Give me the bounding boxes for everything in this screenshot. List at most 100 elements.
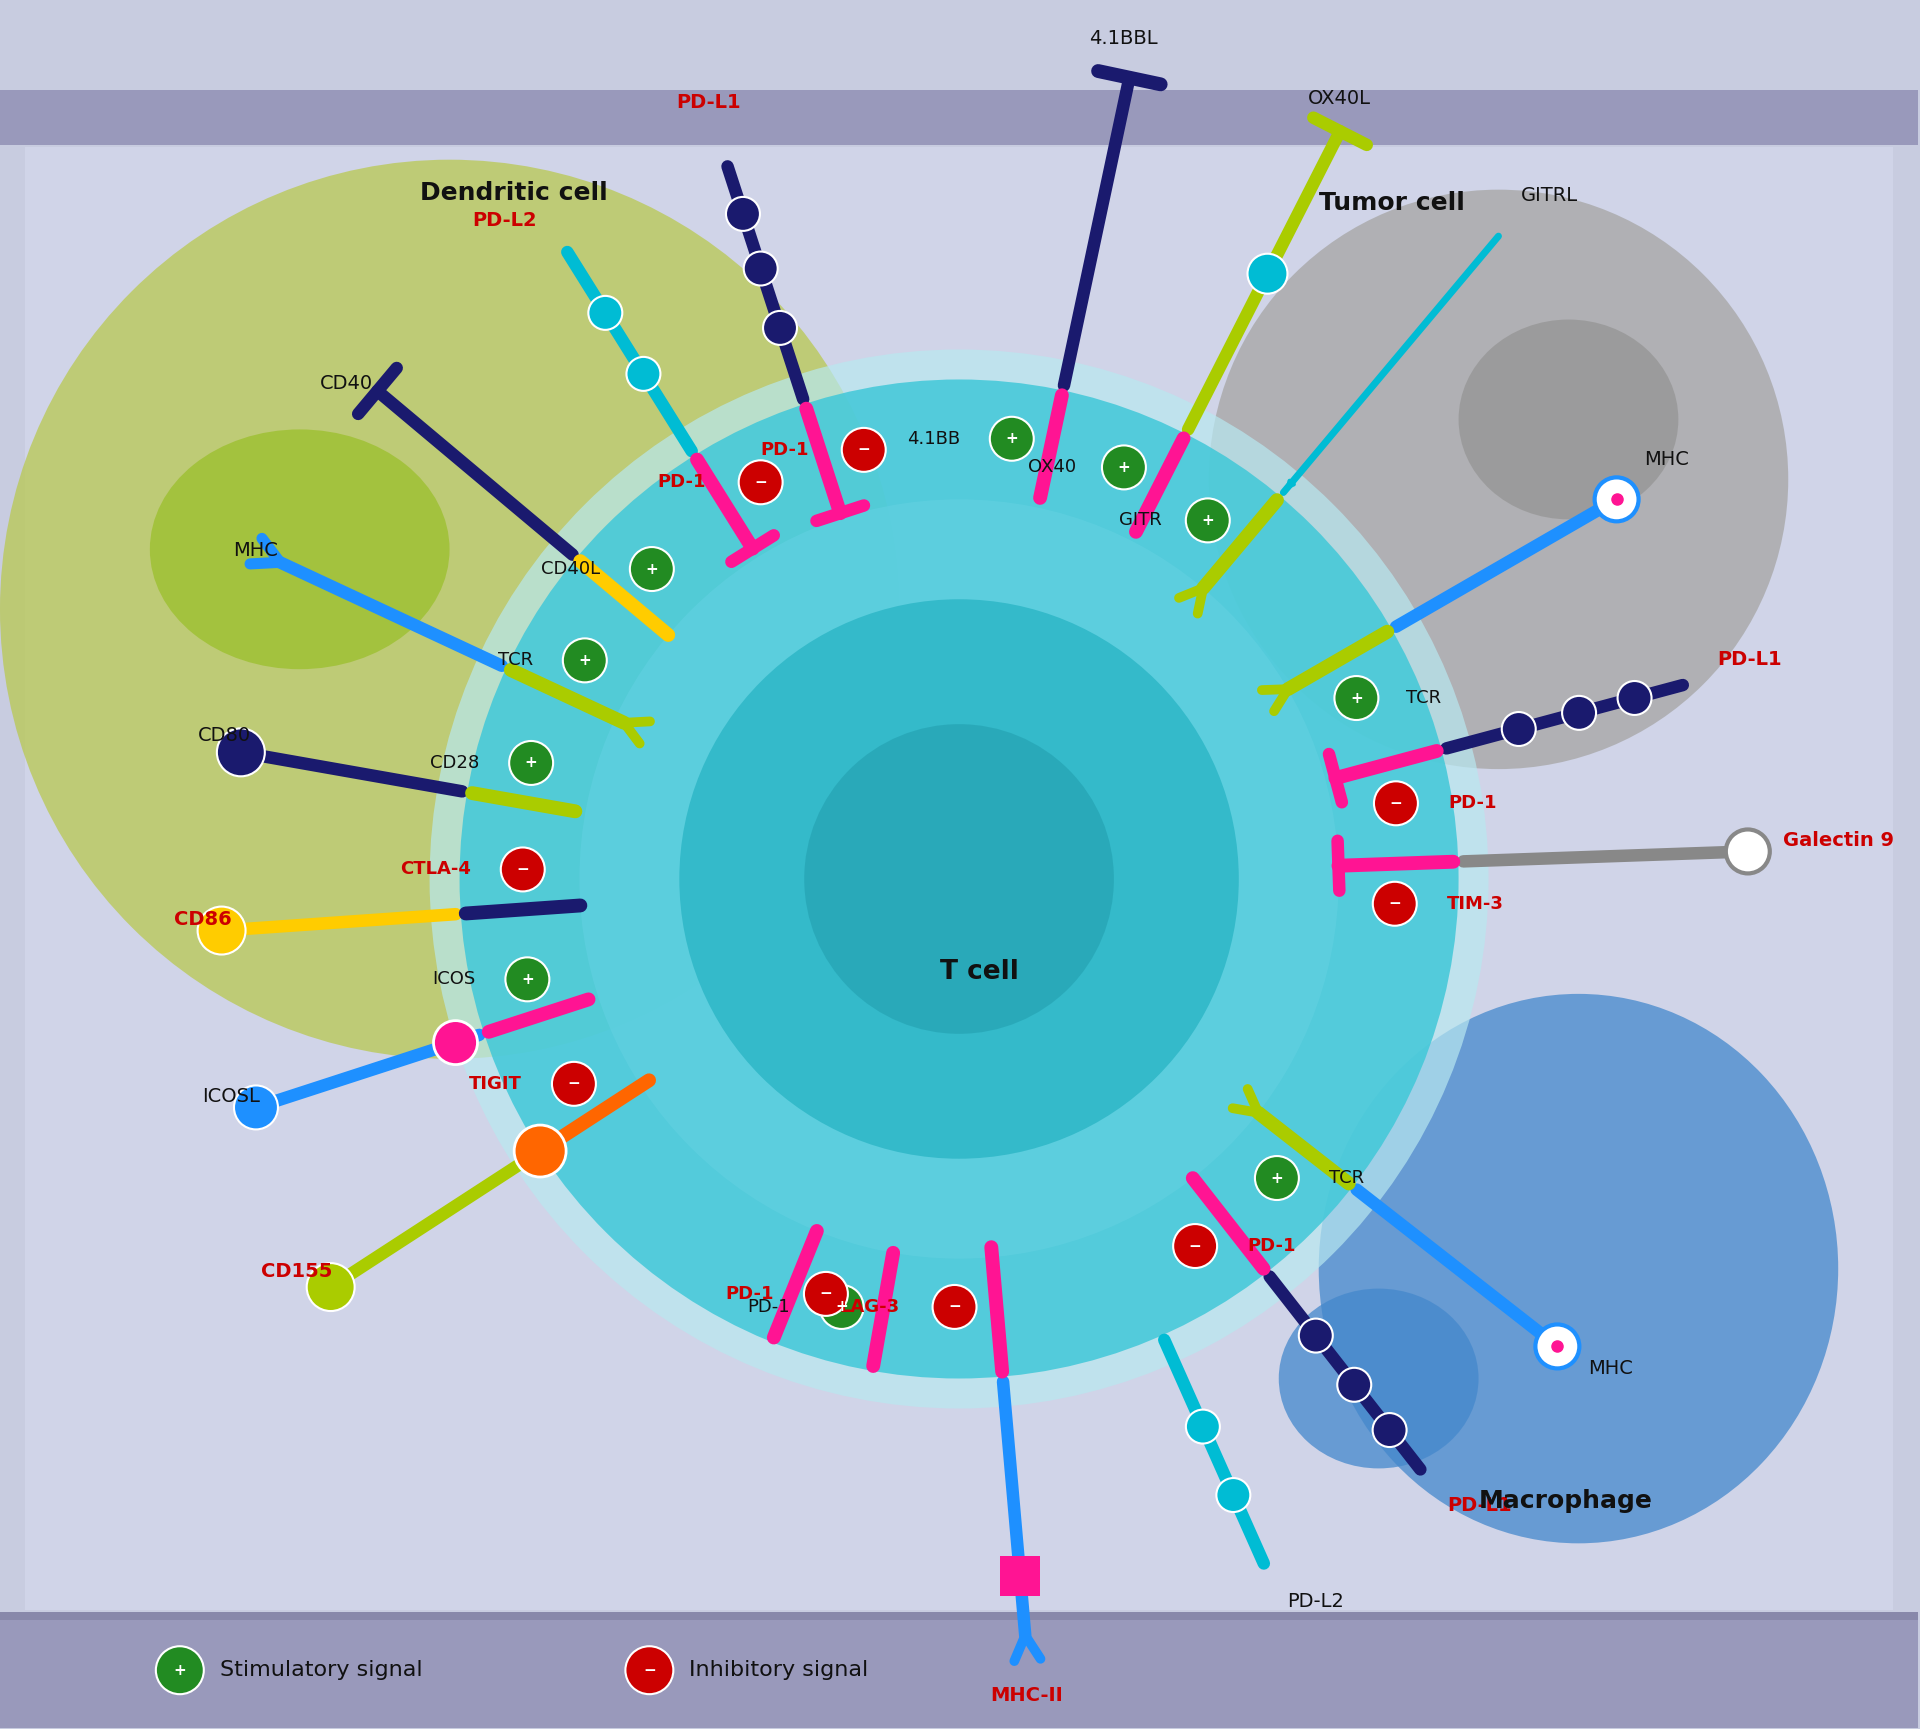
Circle shape bbox=[459, 379, 1459, 1378]
Text: −: − bbox=[643, 1663, 657, 1677]
Text: −: − bbox=[568, 1077, 580, 1091]
Circle shape bbox=[1501, 712, 1536, 745]
Text: GITR: GITR bbox=[1119, 512, 1162, 529]
Ellipse shape bbox=[1279, 1288, 1478, 1468]
Circle shape bbox=[198, 906, 246, 954]
Text: PD-1: PD-1 bbox=[760, 441, 808, 458]
Text: MHC-II: MHC-II bbox=[991, 1686, 1064, 1705]
Circle shape bbox=[1563, 695, 1596, 730]
Text: CD155: CD155 bbox=[261, 1262, 332, 1281]
Circle shape bbox=[1373, 1413, 1407, 1447]
Text: LAG-3: LAG-3 bbox=[839, 1298, 900, 1316]
Text: CD40L: CD40L bbox=[541, 560, 599, 577]
Circle shape bbox=[1187, 498, 1231, 543]
Circle shape bbox=[1336, 1368, 1371, 1402]
Text: TCR: TCR bbox=[1329, 1169, 1363, 1188]
Text: −: − bbox=[1390, 795, 1402, 811]
Text: −: − bbox=[1188, 1238, 1202, 1254]
Text: +: + bbox=[1117, 460, 1131, 475]
Ellipse shape bbox=[1459, 320, 1678, 519]
Text: Tumor cell: Tumor cell bbox=[1319, 190, 1465, 214]
Text: ICOSL: ICOSL bbox=[202, 1088, 259, 1107]
Text: TIGIT: TIGIT bbox=[468, 1075, 522, 1093]
Circle shape bbox=[1536, 1324, 1580, 1368]
Text: CD86: CD86 bbox=[175, 909, 232, 928]
Circle shape bbox=[580, 500, 1338, 1259]
Text: Inhibitory signal: Inhibitory signal bbox=[689, 1660, 868, 1681]
Circle shape bbox=[307, 1264, 355, 1311]
Bar bbox=[0, 90, 1918, 145]
Circle shape bbox=[551, 1062, 595, 1107]
Text: +: + bbox=[835, 1300, 849, 1314]
Text: PD-1: PD-1 bbox=[1248, 1236, 1296, 1255]
Text: OX40: OX40 bbox=[1027, 458, 1075, 477]
Circle shape bbox=[1248, 254, 1288, 294]
Text: OX40L: OX40L bbox=[1308, 88, 1371, 107]
Circle shape bbox=[762, 311, 797, 344]
Text: −: − bbox=[948, 1300, 960, 1314]
Text: −: − bbox=[755, 475, 766, 489]
Text: PD-1: PD-1 bbox=[1448, 794, 1496, 813]
Text: PD-L2: PD-L2 bbox=[472, 211, 538, 230]
Circle shape bbox=[1617, 681, 1651, 716]
Text: +: + bbox=[520, 972, 534, 987]
Text: TCR: TCR bbox=[497, 652, 534, 669]
Circle shape bbox=[1256, 1157, 1300, 1200]
Circle shape bbox=[234, 1086, 278, 1129]
Circle shape bbox=[680, 600, 1238, 1158]
Circle shape bbox=[515, 1126, 566, 1177]
Text: +: + bbox=[1350, 690, 1363, 705]
Text: −: − bbox=[1388, 896, 1402, 911]
Text: GITRL: GITRL bbox=[1521, 187, 1578, 206]
Text: PD-L2: PD-L2 bbox=[1286, 1592, 1344, 1611]
Text: PD-1: PD-1 bbox=[657, 474, 707, 491]
Circle shape bbox=[434, 1020, 478, 1065]
Text: TIM-3: TIM-3 bbox=[1448, 894, 1503, 913]
Text: +: + bbox=[1006, 431, 1018, 446]
Text: −: − bbox=[820, 1286, 831, 1302]
Circle shape bbox=[820, 1285, 864, 1330]
Circle shape bbox=[1334, 676, 1379, 719]
Bar bbox=[25, 147, 1893, 1610]
Text: CD40: CD40 bbox=[319, 373, 372, 392]
Circle shape bbox=[1373, 882, 1417, 925]
Circle shape bbox=[1217, 1478, 1250, 1513]
Text: 4.1BB: 4.1BB bbox=[906, 431, 960, 448]
Text: +: + bbox=[524, 756, 538, 771]
Bar bbox=[0, 1611, 1918, 1620]
Circle shape bbox=[933, 1285, 977, 1330]
Circle shape bbox=[626, 356, 660, 391]
Circle shape bbox=[630, 546, 674, 591]
Circle shape bbox=[743, 251, 778, 285]
Text: Stimulatory signal: Stimulatory signal bbox=[219, 1660, 422, 1681]
Circle shape bbox=[1173, 1224, 1217, 1267]
Text: T cell: T cell bbox=[939, 960, 1018, 986]
Text: +: + bbox=[173, 1663, 186, 1677]
Circle shape bbox=[1102, 446, 1146, 489]
Circle shape bbox=[739, 460, 783, 505]
Bar bbox=[1000, 1556, 1041, 1596]
Circle shape bbox=[804, 724, 1114, 1034]
Text: −: − bbox=[516, 863, 530, 877]
Text: PD-L1: PD-L1 bbox=[1448, 1496, 1513, 1515]
Text: +: + bbox=[645, 562, 659, 576]
Text: Dendritic cell: Dendritic cell bbox=[420, 180, 607, 204]
Text: Galectin 9: Galectin 9 bbox=[1784, 832, 1893, 851]
Text: PD-1: PD-1 bbox=[747, 1298, 789, 1316]
Text: PD-1: PD-1 bbox=[726, 1285, 774, 1304]
Circle shape bbox=[1596, 477, 1638, 522]
Ellipse shape bbox=[1319, 994, 1837, 1544]
Text: MHC: MHC bbox=[1644, 450, 1690, 469]
Circle shape bbox=[804, 1273, 849, 1316]
Circle shape bbox=[1375, 782, 1417, 825]
Circle shape bbox=[430, 349, 1488, 1409]
Text: −: − bbox=[858, 443, 870, 458]
Circle shape bbox=[217, 728, 265, 776]
Text: 4.1BBL: 4.1BBL bbox=[1089, 29, 1158, 48]
Ellipse shape bbox=[150, 429, 449, 669]
Text: CD80: CD80 bbox=[198, 726, 250, 745]
Circle shape bbox=[991, 417, 1033, 460]
Circle shape bbox=[726, 197, 760, 232]
Text: TCR: TCR bbox=[1405, 690, 1442, 707]
Circle shape bbox=[1187, 1409, 1219, 1444]
